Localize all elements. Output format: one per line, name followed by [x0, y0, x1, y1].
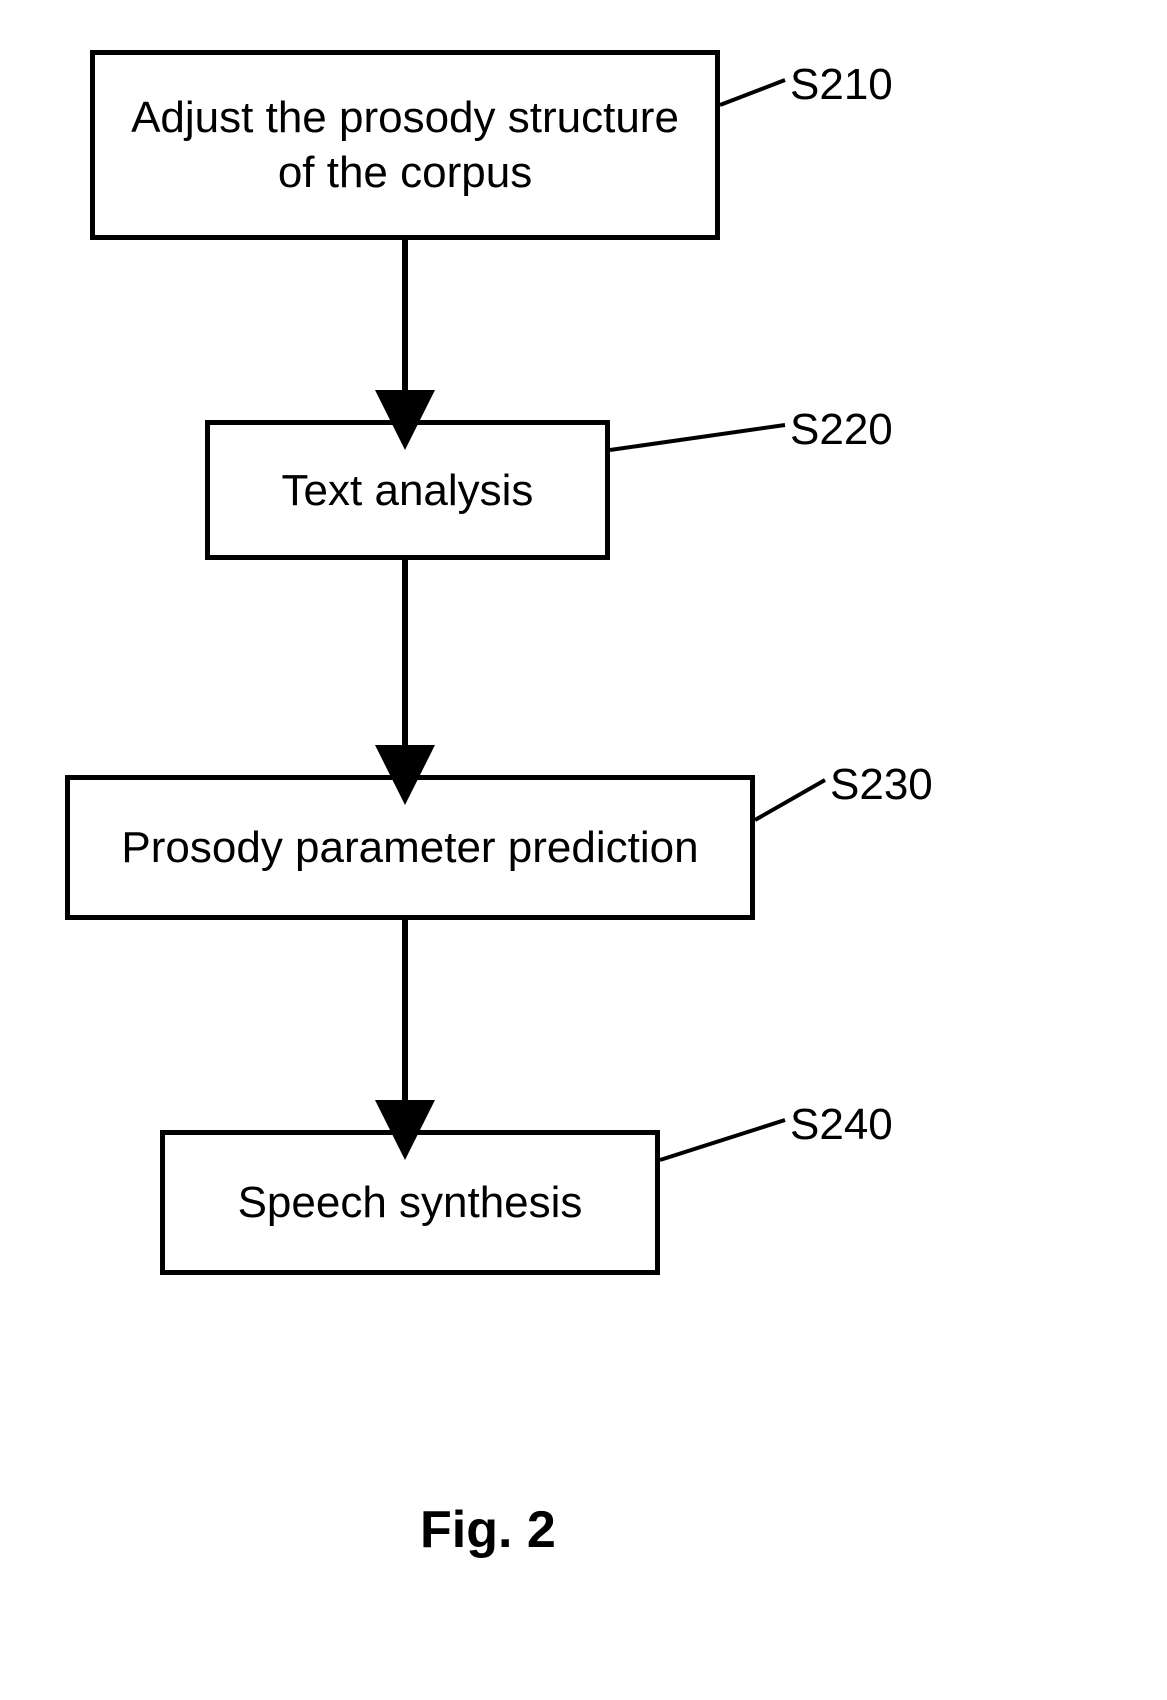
node-adjust-prosody: Adjust the prosody structure of the corp…: [90, 50, 720, 240]
node-text: Text analysis: [282, 463, 534, 518]
flowchart-canvas: Adjust the prosody structure of the corp…: [0, 0, 1167, 1700]
label-s230: S230: [830, 760, 933, 810]
callout-line-3: [755, 780, 825, 820]
node-text: Prosody parameter prediction: [121, 820, 698, 875]
figure-caption: Fig. 2: [420, 1500, 556, 1560]
label-s210: S210: [790, 60, 893, 110]
node-speech-synthesis: Speech synthesis: [160, 1130, 660, 1275]
callout-line-4: [660, 1120, 785, 1160]
callout-line-1: [720, 80, 785, 105]
node-text: Adjust the prosody structure of the corp…: [115, 90, 695, 200]
callout-line-2: [610, 425, 785, 450]
label-s240: S240: [790, 1100, 893, 1150]
node-text: Speech synthesis: [238, 1175, 583, 1230]
node-text-analysis: Text analysis: [205, 420, 610, 560]
label-s220: S220: [790, 405, 893, 455]
node-prosody-prediction: Prosody parameter prediction: [65, 775, 755, 920]
